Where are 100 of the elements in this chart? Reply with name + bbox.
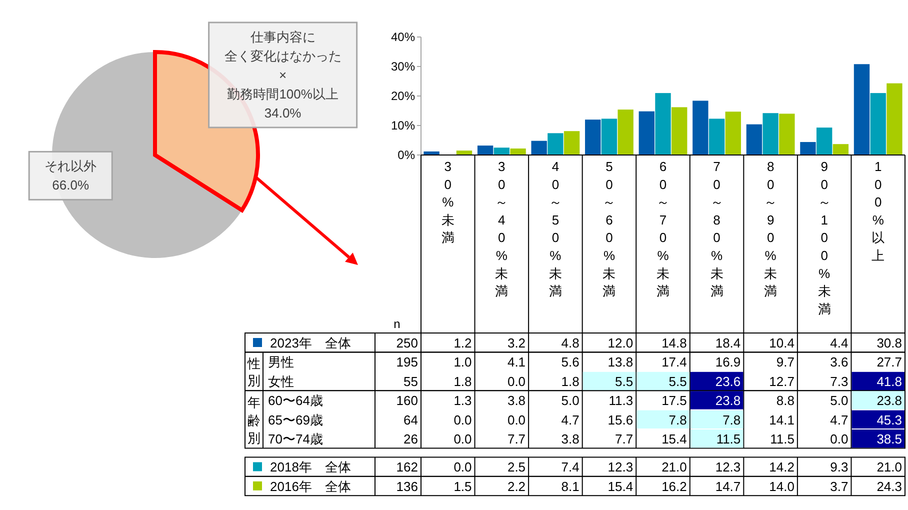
data-label: 0.0 (507, 412, 526, 428)
y-tick-label: 男性 (268, 354, 294, 370)
bar (779, 114, 795, 155)
category-label: 90～100%未満 (818, 159, 831, 316)
text: 性別 (246, 356, 260, 388)
x-tick-label: 30%未満 (441, 159, 454, 246)
data-label: 38.5 (876, 432, 902, 446)
data-label: 1.3 (454, 393, 472, 408)
data-label: 5.5 (668, 374, 687, 389)
x-tick-label: 70～80%未満 (710, 159, 724, 299)
data-label: 2.2 (507, 478, 526, 494)
data-label: 12.3 (715, 460, 741, 475)
data-label: 21.0 (876, 460, 902, 475)
y-tick-label: 2016年 全体 (270, 478, 351, 494)
data-label: 0.0 (454, 460, 472, 475)
data-label: 17.5 (662, 393, 687, 408)
y-tick-label: 20% (390, 89, 416, 103)
data-label: 8.8 (776, 393, 794, 408)
data-label: 1.8 (561, 374, 580, 389)
data-label: 24.3 (876, 478, 902, 494)
x-tick-label: 50～60%未満 (602, 159, 616, 299)
data-label: 14.0 (769, 478, 794, 494)
data-label: 1.8 (454, 374, 472, 389)
bar (494, 148, 510, 155)
y-tick-label: 0% (398, 148, 416, 162)
bar (564, 131, 580, 155)
data-label: 5.0 (561, 393, 580, 408)
data-label: 5.5 (615, 374, 634, 389)
bar (854, 64, 870, 155)
data-label: 15.6 (608, 412, 634, 428)
y2-tick-label: 55 (404, 374, 418, 389)
y2-tick-label: 160 (396, 393, 418, 408)
slice-label: 仕事内容に全く変化はなかった×勤務時間100%以上 (224, 29, 342, 102)
bar (655, 93, 671, 155)
data-label: 27.7 (876, 354, 902, 370)
data-label: 4.4 (830, 336, 848, 350)
y-tick-label: 30% (390, 60, 416, 74)
y2-tick-label: 162 (396, 460, 418, 475)
data-label: 0.0 (454, 412, 472, 428)
data-label: 14.8 (662, 336, 687, 350)
data-label: 4.7 (830, 412, 848, 428)
data-label: 7.8 (668, 412, 687, 428)
data-label: 2.5 (507, 460, 526, 475)
data-label: 13.8 (608, 354, 634, 370)
data-label: 45.3 (876, 412, 902, 428)
data-label: 23.6 (715, 374, 741, 389)
data-label: 23.8 (876, 393, 902, 408)
data-label: 8.1 (561, 478, 580, 494)
y2-tick-label: 136 (396, 478, 418, 494)
y-tick-label: 2023年 全体 (270, 336, 351, 350)
bar (672, 107, 688, 155)
data-label: 7.7 (615, 432, 634, 446)
bar (816, 128, 832, 155)
bar (531, 140, 547, 155)
data-label: 12.7 (769, 374, 794, 389)
data-label: 15.4 (662, 432, 687, 446)
data-label: 12.0 (608, 336, 634, 350)
data-label: 16.9 (715, 354, 741, 370)
y-tick-label: 40% (390, 30, 416, 44)
data-label: 4.1 (507, 354, 526, 370)
bar (548, 133, 564, 155)
bar (477, 146, 494, 155)
data-label: 4.7 (561, 412, 580, 428)
slice-label: それ以外 (44, 158, 97, 174)
data-label: 9.3 (830, 460, 848, 475)
x-tick-label: 60～70%未満 (656, 159, 670, 299)
text: 年齢別 (248, 394, 260, 446)
x-tick-label: 30～40%未満 (495, 159, 508, 299)
bar (870, 93, 886, 155)
data-label: 0.0 (830, 432, 848, 446)
x-tick-label: 40～50%未満 (548, 159, 562, 299)
x-tick-label: 80～90%未満 (764, 159, 778, 299)
data-label: 66.0% (52, 178, 90, 193)
bar (746, 124, 762, 155)
data-label: 10.4 (769, 336, 794, 350)
data-label: 0.0 (507, 374, 526, 389)
data-label: 14.2 (769, 460, 794, 475)
data-label: 7.4 (561, 460, 580, 475)
y-tick-label: 10% (390, 118, 416, 132)
data-label: 4.8 (561, 336, 580, 350)
y2-tick-label: 250 (396, 336, 418, 350)
data-label: 3.8 (507, 393, 526, 408)
data-label: 3.7 (830, 478, 848, 494)
data-label: 18.4 (715, 336, 741, 350)
y2-tick-label: 26 (404, 432, 418, 446)
data-label: 1.2 (454, 336, 472, 350)
data-label: 5.6 (561, 354, 580, 370)
bar (886, 83, 902, 155)
y-tick-label: 70〜74歳 (268, 432, 323, 446)
data-label: 11.5 (770, 432, 794, 446)
data-label: 0.0 (454, 432, 472, 446)
y-tick-label: 2018年 全体 (270, 460, 351, 475)
data-label: 21.0 (662, 460, 687, 475)
data-label: 30.8 (876, 336, 902, 350)
data-label: 3.2 (507, 336, 526, 350)
bar (708, 118, 725, 155)
bar (832, 144, 849, 155)
bar (725, 112, 741, 155)
bar (585, 120, 601, 155)
y2-tick-label: 195 (396, 354, 418, 370)
